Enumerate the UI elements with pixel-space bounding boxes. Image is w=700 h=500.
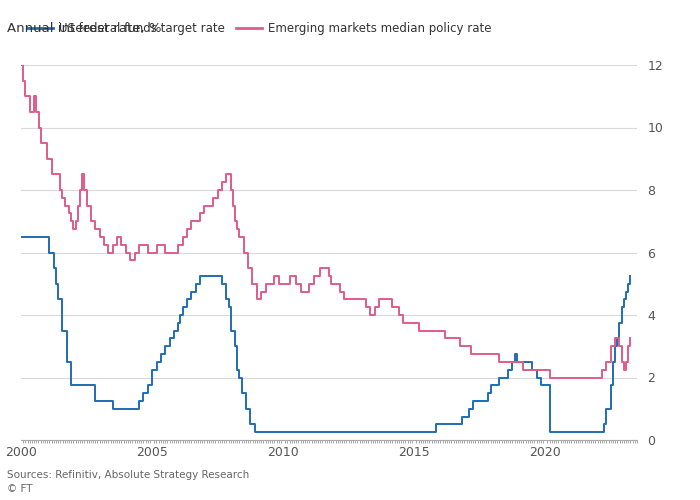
- Text: © FT: © FT: [7, 484, 32, 494]
- Text: Annual interest rate, %: Annual interest rate, %: [7, 22, 162, 35]
- Text: Sources: Refinitiv, Absolute Strategy Research: Sources: Refinitiv, Absolute Strategy Re…: [7, 470, 249, 480]
- Legend: US federal funds target rate, Emerging markets median policy rate: US federal funds target rate, Emerging m…: [27, 22, 492, 35]
